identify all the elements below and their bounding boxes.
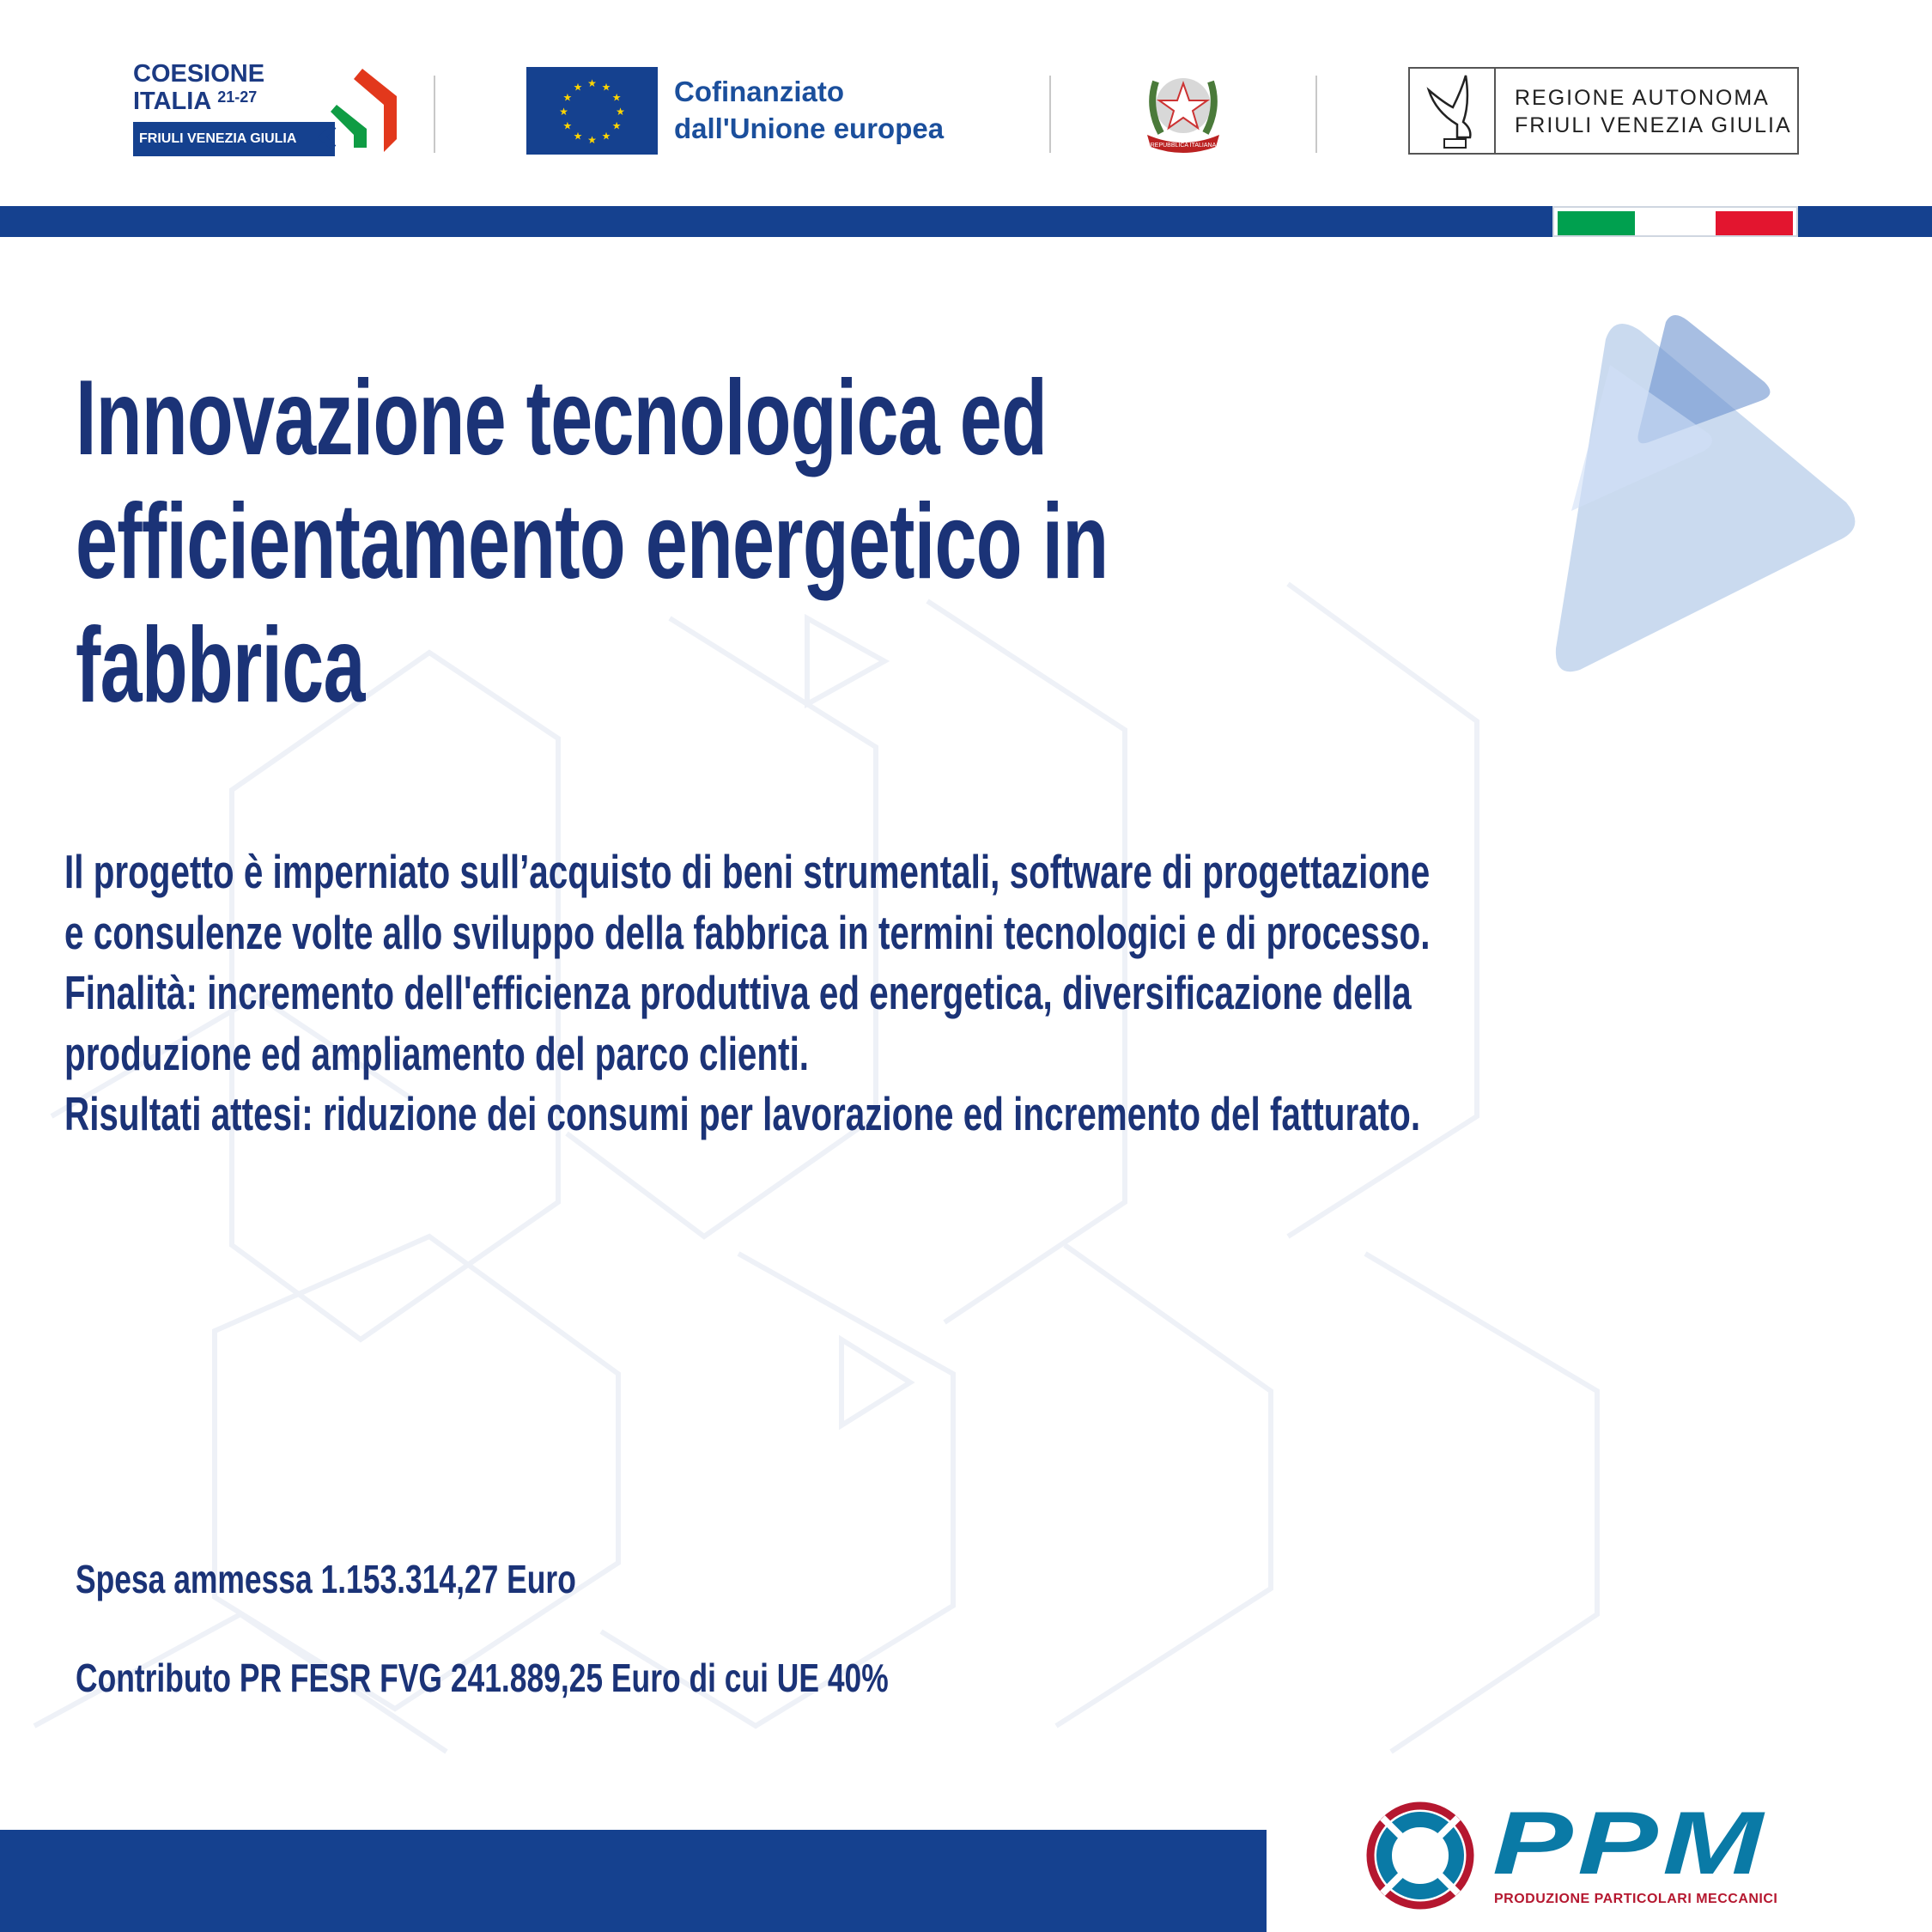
description-line: e consulenze volte allo sviluppo della f… bbox=[64, 905, 1431, 959]
coesione-years: 21-27 bbox=[217, 88, 258, 106]
eu-star-icon: ★ bbox=[612, 120, 622, 132]
coesione-arrow-icon bbox=[317, 69, 397, 152]
coesione-region: FRIULI VENEZIA GIULIA bbox=[139, 131, 297, 146]
description-line: Finalità: incremento dell'efficienza pro… bbox=[64, 966, 1412, 1019]
header-divider bbox=[1049, 76, 1051, 153]
regione-line2: FRIULI VENEZIA GIULIA bbox=[1515, 113, 1792, 137]
eu-star-icon: ★ bbox=[602, 81, 611, 93]
title-line: Innovazione tecnologica ed bbox=[76, 359, 1048, 477]
decorative-triangle-icon bbox=[1555, 314, 1856, 672]
footer-blue-bar bbox=[0, 1830, 1267, 1932]
eu-star-icon: ★ bbox=[616, 106, 625, 118]
spesa-ammessa: Spesa ammessa 1.153.314,27 Euro bbox=[76, 1557, 576, 1601]
flag-red bbox=[1716, 211, 1793, 235]
header-divider bbox=[1315, 76, 1317, 153]
eu-star-icon: ★ bbox=[602, 131, 611, 143]
coesione-line1: COESIONE bbox=[133, 60, 265, 88]
regione-fvg-logo: REGIONE AUTONOMA FRIULI VENEZIA GIULIA bbox=[1408, 67, 1799, 155]
eu-star-icon: ★ bbox=[563, 92, 573, 104]
italian-republic-emblem-icon: REPUBBLICA ITALIANA bbox=[1147, 78, 1219, 153]
description-line: Risultati attesi: riduzione dei consumi … bbox=[64, 1087, 1421, 1140]
eu-flag-icon: ★ ★ ★ ★ ★ ★ ★ ★ ★ ★ ★ ★ bbox=[526, 67, 658, 155]
ppm-logo: PPM PRODUZIONE PARTICOLARI MECCANICI bbox=[1364, 1799, 1790, 1912]
eu-star-icon: ★ bbox=[574, 81, 583, 93]
italian-flag bbox=[1552, 206, 1798, 237]
regione-line1: REGIONE AUTONOMA bbox=[1515, 86, 1770, 110]
eu-star-icon: ★ bbox=[559, 106, 568, 118]
coesione-italia: ITALIA bbox=[133, 88, 211, 115]
flag-green bbox=[1558, 211, 1635, 235]
ppm-tagline: PRODUZIONE PARTICOLARI MECCANICI bbox=[1494, 1892, 1778, 1906]
eu-star-icon: ★ bbox=[587, 77, 597, 89]
project-description: Il progetto è imperniato sull’acquisto d… bbox=[64, 841, 1430, 1145]
description-line: produzione ed ampliamento del parco clie… bbox=[64, 1026, 810, 1080]
regione-text: REGIONE AUTONOMA FRIULI VENEZIA GIULIA bbox=[1515, 84, 1792, 139]
coesione-italia-logo: COESIONE ITALIA 21-27 FRIULI VENEZIA GIU… bbox=[133, 62, 399, 160]
title-line: fabbrica bbox=[76, 606, 366, 725]
description-line: Il progetto è imperniato sull’acquisto d… bbox=[64, 845, 1431, 898]
page-title: Innovazione tecnologica ed efficientamen… bbox=[76, 356, 1109, 727]
coesione-region-banner: FRIULI VENEZIA GIULIA bbox=[133, 122, 335, 156]
ppm-emblem-icon bbox=[1366, 1801, 1474, 1910]
eu-cofinanced-text: Cofinanziato dall'Unione europea bbox=[674, 73, 944, 147]
coesione-line2: ITALIA 21-27 bbox=[133, 89, 257, 114]
emblem-text: REPUBBLICA ITALIANA bbox=[1151, 143, 1217, 149]
eu-line1: Cofinanziato bbox=[674, 76, 844, 107]
eagle-icon bbox=[1410, 69, 1496, 153]
ppm-wordmark: PPM bbox=[1492, 1794, 1768, 1893]
eu-star-icon: ★ bbox=[612, 92, 622, 104]
eu-star-icon: ★ bbox=[587, 134, 597, 146]
eu-star-icon: ★ bbox=[574, 131, 583, 143]
header-divider bbox=[434, 76, 435, 153]
contributo: Contributo PR FESR FVG 241.889,25 Euro d… bbox=[76, 1656, 889, 1700]
title-line: efficientamento energetico in bbox=[76, 483, 1109, 601]
eu-line2: dall'Unione europea bbox=[674, 112, 945, 144]
eu-star-icon: ★ bbox=[563, 120, 573, 132]
